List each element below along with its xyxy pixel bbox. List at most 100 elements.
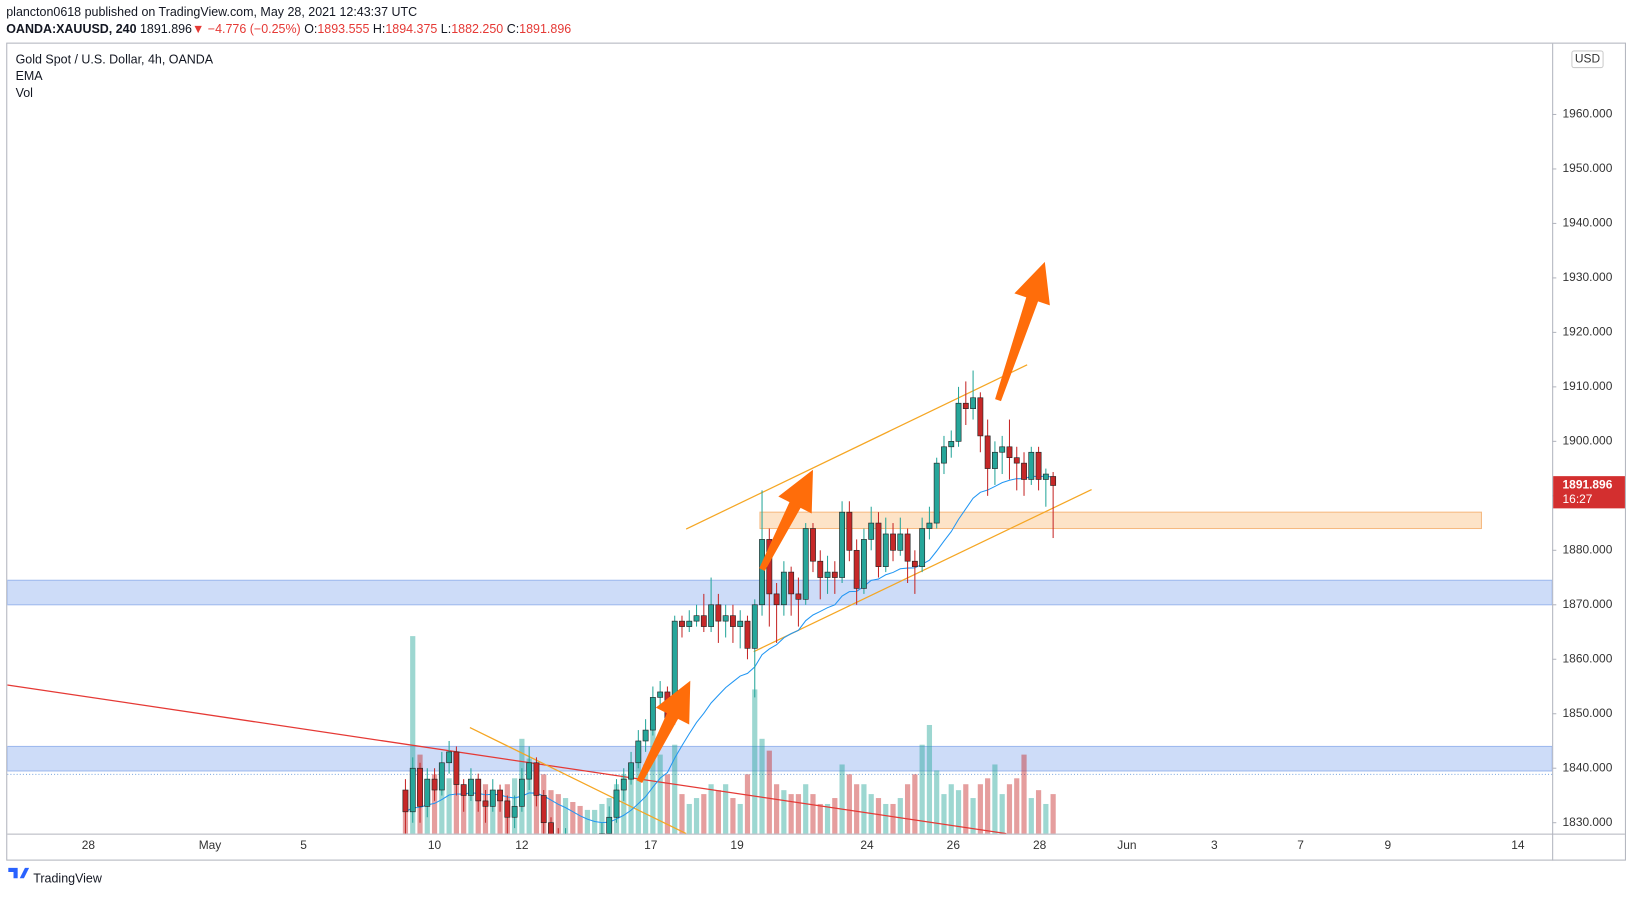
volume-bar [570,801,576,834]
candle-body [468,778,474,796]
candle-body [417,767,423,807]
quote-line: OANDA:XAUUSD, 240 1891.896▼ −4.776 (−0.2… [6,22,571,36]
candle-body [679,620,685,627]
candle-body [489,789,496,807]
y-tick-label: 1850.000 [1563,706,1613,720]
candle-body [628,762,634,780]
candle-body [1028,451,1035,480]
candle-body [657,691,664,698]
plot-area [7,261,1553,834]
volume-bar [657,754,663,834]
candle-body [453,751,460,785]
x-tick-label: Jun [1117,838,1136,852]
volume-bar [992,764,998,834]
volume-bar [446,778,452,834]
volume-bar [1006,784,1013,834]
candle-body [948,441,955,448]
footer-brand: TradingView [33,872,103,886]
y-tick-label: 1860.000 [1563,651,1613,665]
x-tick-label: 5 [300,838,307,852]
candle-body [635,740,642,764]
volume-bar [621,774,627,834]
volume-bar [737,803,743,834]
volume-bar [635,744,641,834]
volume-bar [904,784,911,834]
x-tick-label: 19 [730,838,744,852]
volume-bar [897,798,903,834]
candle-body [1035,451,1042,480]
x-tick-label: 28 [82,838,96,852]
y-tick-label: 1880.000 [1563,542,1613,556]
candle-body [526,762,533,780]
x-tick-label: 7 [1297,838,1304,852]
y-tick-label: 1910.000 [1563,379,1613,393]
candle-body [846,511,853,551]
volume-bar [861,784,867,834]
candle-body [955,402,962,442]
y-tick-label: 1900.000 [1563,434,1613,448]
last: 1891.896 [140,22,192,36]
volume-bar [693,798,700,834]
logo [8,867,30,879]
volume-bar [1021,754,1027,834]
countdown: 16:27 [1563,492,1593,506]
candle-body [933,462,940,524]
candle-body [839,511,846,578]
volume-bar [963,784,969,834]
last-price: 1891.896 [1563,478,1613,492]
y-tick-label: 1870.000 [1563,597,1613,611]
volume-bar [795,794,802,834]
candle-body [606,816,613,834]
volume-bar [723,784,729,834]
candle-body [773,593,780,606]
candle-body [737,620,744,627]
volume-bar [1028,798,1034,834]
candle-body [890,533,896,551]
candle-body [518,778,525,807]
volume-bar [453,764,459,834]
candle-body [540,795,547,824]
y-tick-label: 1950.000 [1563,161,1613,175]
zone [759,511,1482,530]
y-tick-label: 1920.000 [1563,325,1613,339]
volume-bar [533,784,540,834]
candle-body [693,615,700,622]
volume-bar [912,774,918,834]
candle-body [853,549,860,589]
volume-bar [548,790,554,834]
currency[interactable]: USD [1575,51,1601,65]
candle-body [795,593,802,600]
volume-bar [810,794,816,834]
zone [7,745,1553,772]
volume-bar [875,798,882,834]
y-tick-label: 1940.000 [1563,216,1613,230]
candle-body [861,539,867,589]
volume-bar [686,803,692,834]
volume-bar [839,764,845,834]
volume-bar [490,794,496,834]
candle-body [438,762,445,791]
candle-body [810,528,816,562]
volume-bar [817,803,823,834]
volume-bar [708,784,714,834]
candle-body [824,571,831,578]
candle-body [817,560,824,578]
volume-bar [955,790,962,834]
x-tick-label: 14 [1511,838,1525,852]
x-tick-label: 28 [1033,838,1047,852]
candle-body [780,571,787,606]
volume-bar [431,774,438,834]
volume-bar [599,803,605,834]
volume-bar [846,774,852,834]
close: 1891.896 [519,22,571,36]
x-tick-label: 24 [860,838,874,852]
volume-bar [788,794,794,834]
volume-bar [926,724,933,834]
currency-box[interactable] [1571,50,1604,69]
y-tick-label: 1840.000 [1563,760,1613,774]
volume-bar [497,798,503,834]
candle-body [642,729,649,742]
volume-bar [773,784,780,834]
volume-bar [854,784,860,834]
